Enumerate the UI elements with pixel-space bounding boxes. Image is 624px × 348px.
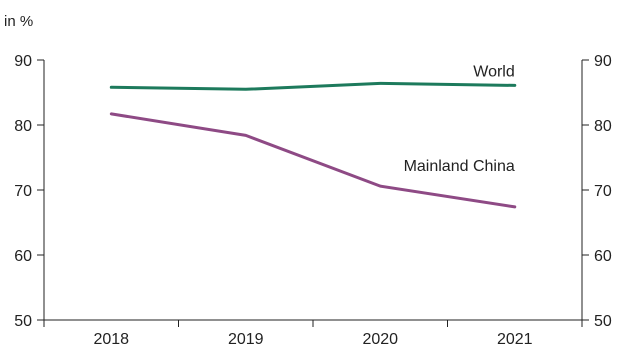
left-y-tick-label: 60 xyxy=(14,248,32,265)
x-tick-label: 2018 xyxy=(93,331,129,348)
x-tick-label: 2020 xyxy=(362,331,398,348)
unit-label: in % xyxy=(4,13,33,30)
left-y-tick-label: 50 xyxy=(14,313,32,330)
right-y-tick-label: 50 xyxy=(594,313,612,330)
right-y-tick-label: 60 xyxy=(594,248,612,265)
x-tick-label: 2019 xyxy=(228,331,264,348)
series-lines xyxy=(111,83,515,206)
x-ticks: 2018 2019 2020 2021 xyxy=(44,320,582,348)
series-label-mainland-china: Mainland China xyxy=(404,158,515,175)
right-y-tick-label: 90 xyxy=(594,53,612,70)
right-y-ticks: 50 60 70 80 90 xyxy=(582,53,612,330)
series-label-world: World xyxy=(473,63,515,80)
left-y-tick-label: 90 xyxy=(14,53,32,70)
left-y-tick-label: 70 xyxy=(14,183,32,200)
x-tick-label: 2021 xyxy=(497,331,533,348)
left-y-ticks: 50 60 70 80 90 xyxy=(14,53,44,330)
left-y-tick-label: 80 xyxy=(14,118,32,135)
right-y-tick-label: 80 xyxy=(594,118,612,135)
right-y-tick-label: 70 xyxy=(594,183,612,200)
series-line-world xyxy=(111,83,515,89)
series-labels: World Mainland China xyxy=(404,63,515,175)
